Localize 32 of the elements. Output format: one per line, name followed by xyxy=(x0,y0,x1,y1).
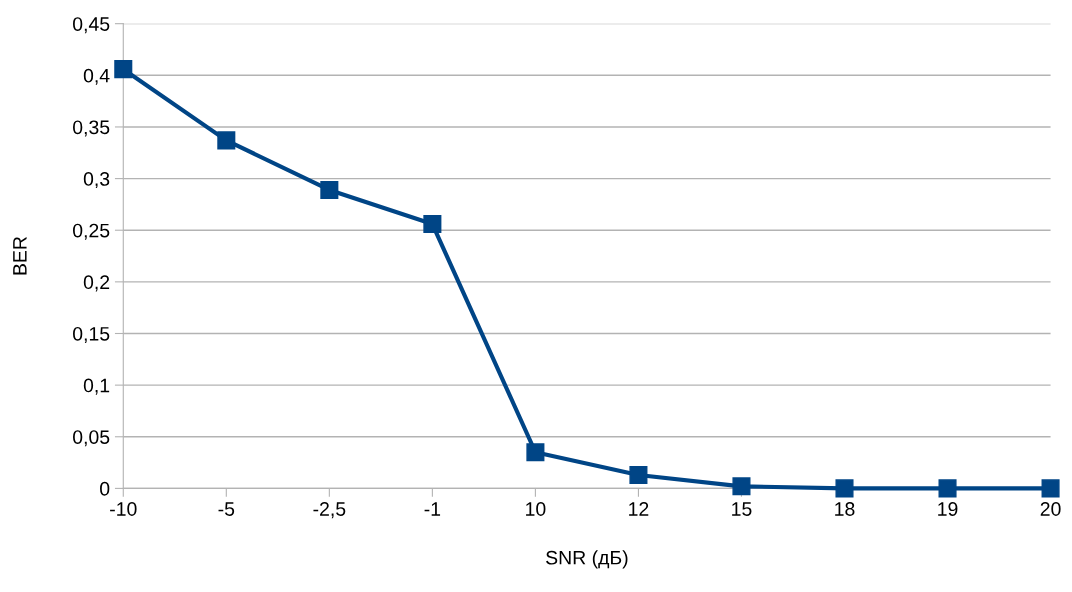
x-tick-label: -1 xyxy=(424,502,441,516)
y-tick-label: 0,2 xyxy=(83,275,110,292)
point xyxy=(320,180,339,199)
y-tick-label: 0,4 xyxy=(83,68,110,85)
y-tick-label: 0,1 xyxy=(83,378,110,395)
x-tick-label: -2,5 xyxy=(313,502,346,519)
y-tick-label: 0,45 xyxy=(73,17,110,34)
x-tick-label: 18 xyxy=(835,502,855,516)
point xyxy=(217,131,236,150)
y-tick-label: 0,3 xyxy=(83,172,110,189)
y-axis-title: BER xyxy=(13,236,27,275)
point xyxy=(423,214,442,234)
y-tick-label: 0,35 xyxy=(73,120,110,137)
y-tick-label: 0,25 xyxy=(73,223,110,240)
x-tick-label: -5 xyxy=(218,502,235,516)
point xyxy=(1041,479,1060,498)
point xyxy=(114,60,133,79)
point xyxy=(629,465,648,485)
x-tick-label: 12 xyxy=(629,502,649,516)
y-tick-label: 0,15 xyxy=(73,326,110,344)
y-tick-label: 0,05 xyxy=(73,430,110,447)
y-tick-label: 0 xyxy=(100,481,110,496)
x-tick-label: 10 xyxy=(526,502,546,516)
point xyxy=(732,477,751,496)
point xyxy=(835,479,854,498)
point xyxy=(938,479,957,498)
point xyxy=(526,443,545,462)
x-tick-label: 19 xyxy=(938,502,958,516)
x-tick-label: -10 xyxy=(110,502,137,516)
x-tick-label: 15 xyxy=(732,502,752,516)
x-axis-title: SNR (дБ) xyxy=(546,550,628,569)
x-tick-label: 20 xyxy=(1040,502,1061,516)
